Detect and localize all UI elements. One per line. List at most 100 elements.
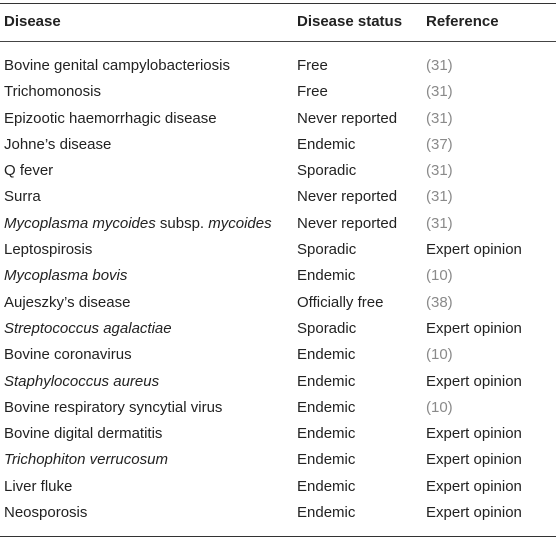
table-row: Streptococcus agalactiae Sporadic Expert o… bbox=[0, 318, 556, 344]
cell-disease-status: Never reported bbox=[297, 214, 398, 232]
citation-link[interactable]: (31) bbox=[426, 188, 453, 206]
cell-disease: Epizootic haemorrhagic disease bbox=[4, 110, 217, 127]
citation-link[interactable]: (38) bbox=[426, 293, 453, 311]
table-row: Aujeszky’s disease Officially free (38) bbox=[0, 292, 556, 318]
cell-reference: Expert opinion bbox=[426, 241, 522, 259]
citation-link[interactable]: (10) bbox=[426, 267, 453, 285]
citation-link[interactable]: (10) bbox=[426, 398, 453, 416]
disease-name-part: Trichomonosis bbox=[4, 83, 101, 101]
disease-name-part: Bovine respiratory syncytial virus bbox=[4, 398, 223, 416]
cell-disease-status: Free bbox=[297, 57, 328, 74]
table-header: Disease Disease status Reference bbox=[0, 3, 556, 41]
table-row: Bovine respiratory syncytial virus Endemi… bbox=[0, 397, 556, 423]
citation-link[interactable]: (31) bbox=[426, 109, 453, 127]
table-row: Trichomonosis Free (31) bbox=[0, 81, 556, 107]
disease-name-part: Mycoplasma mycoides bbox=[4, 214, 156, 232]
table-row: Epizootic haemorrhagic disease Never repo… bbox=[0, 108, 556, 134]
cell-disease-status: Never reported bbox=[297, 188, 398, 206]
disease-name-part: subsp. bbox=[155, 214, 209, 232]
cell-disease-status: Endemic bbox=[297, 267, 356, 285]
disease-name-part: Liver fluke bbox=[4, 477, 73, 495]
cell-reference: Expert opinion bbox=[426, 504, 522, 522]
cell-disease: Surra bbox=[4, 188, 41, 205]
citation-link[interactable]: (31) bbox=[426, 57, 453, 74]
disease-name-part: Trichophiton verrucosum bbox=[4, 451, 168, 469]
disease-name-part: Q fever bbox=[4, 162, 54, 180]
cell-reference: Expert opinion bbox=[426, 372, 522, 390]
cell-disease: Bovine coronavirus bbox=[4, 346, 132, 363]
cell-disease-status: Endemic bbox=[297, 372, 356, 390]
citation-link[interactable]: (31) bbox=[426, 83, 453, 101]
disease-name-part: Neosporosis bbox=[4, 504, 88, 522]
table-row: Bovine genital campylobacteriosis Free (31… bbox=[0, 55, 556, 81]
citation-link[interactable]: (31) bbox=[426, 214, 453, 232]
cell-disease-status: Endemic bbox=[297, 398, 356, 416]
disease-name-part: Staphylococcus aureus bbox=[4, 372, 160, 390]
cell-disease-status: Endemic bbox=[297, 346, 356, 364]
disease-name-part: Bovine genital campylobacteriosis bbox=[4, 57, 230, 74]
cell-disease-status: Sporadic bbox=[297, 241, 357, 259]
table-row: Liver fluke Endemic Expert opinion bbox=[0, 476, 556, 502]
cell-disease: Mycoplasma mycoides subsp. mycoides bbox=[4, 215, 272, 232]
citation-link[interactable]: (10) bbox=[426, 346, 453, 364]
cell-disease-status: Never reported bbox=[297, 109, 398, 127]
cell-disease-status: Sporadic bbox=[297, 319, 357, 337]
cell-disease-status: Sporadic bbox=[297, 162, 357, 180]
table-header-rule bbox=[0, 41, 556, 42]
table-row: Bovine digital dermatitis Endemic Expert o… bbox=[0, 423, 556, 449]
table-body: Bovine genital campylobacteriosis Free (31… bbox=[0, 55, 556, 528]
disease-name-part: Johne’s disease bbox=[4, 135, 112, 153]
disease-name-part: Streptococcus agalactiae bbox=[4, 319, 172, 337]
disease-name-part: Epizootic haemorrhagic disease bbox=[4, 109, 217, 127]
table-row: Johne’s disease Endemic (37) bbox=[0, 134, 556, 160]
table-row: Mycoplasma bovis Endemic (10) bbox=[0, 265, 556, 291]
cell-disease-status: Officially free bbox=[297, 293, 384, 311]
cell-disease: Bovine respiratory syncytial virus bbox=[4, 399, 222, 416]
table-row: Surra Never reported (31) bbox=[0, 186, 556, 212]
cell-disease: Johne’s disease bbox=[4, 136, 111, 153]
cell-disease: Trichomonosis bbox=[4, 83, 101, 100]
cell-disease: Aujeszky’s disease bbox=[4, 294, 130, 311]
disease-name-part: mycoides bbox=[208, 214, 272, 232]
cell-disease-status: Endemic bbox=[297, 135, 356, 153]
cell-disease-status: Endemic bbox=[297, 425, 356, 443]
cell-disease-status: Endemic bbox=[297, 451, 356, 469]
header-disease-status: Disease status bbox=[297, 13, 403, 30]
cell-disease: Bovine digital dermatitis bbox=[4, 425, 162, 442]
cell-disease-status: Free bbox=[297, 83, 328, 101]
table-row: Neosporosis Endemic Expert opinion bbox=[0, 502, 556, 528]
table-row: Q fever Sporadic (31) bbox=[0, 160, 556, 186]
cell-disease: Staphylococcus aureus bbox=[4, 373, 159, 390]
cell-reference: Expert opinion bbox=[426, 477, 522, 495]
disease-name-part: Mycoplasma bovis bbox=[4, 267, 128, 285]
cell-disease: Bovine genital campylobacteriosis bbox=[4, 57, 230, 74]
table-bottom-rule bbox=[0, 536, 556, 537]
cell-reference: Expert opinion bbox=[426, 425, 522, 443]
cell-disease: Streptococcus agalactiae bbox=[4, 320, 172, 337]
disease-name-part: Bovine coronavirus bbox=[4, 346, 132, 364]
cell-disease: Leptospirosis bbox=[4, 241, 92, 258]
cell-reference: Expert opinion bbox=[426, 319, 522, 337]
table-row: Mycoplasma mycoides subsp. mycoides Never… bbox=[0, 213, 556, 239]
citation-link[interactable]: (31) bbox=[426, 162, 453, 180]
cell-reference: Expert opinion bbox=[426, 451, 522, 469]
table-row: Leptospirosis Sporadic Expert opinion bbox=[0, 239, 556, 265]
disease-name-part: Surra bbox=[4, 188, 41, 206]
header-reference: Reference bbox=[426, 13, 499, 30]
table-row: Bovine coronavirus Endemic (10) bbox=[0, 344, 556, 370]
cell-disease: Q fever bbox=[4, 162, 53, 179]
disease-name-part: Leptospirosis bbox=[4, 241, 93, 259]
cell-disease: Trichophiton verrucosum bbox=[4, 451, 168, 468]
cell-disease: Liver fluke bbox=[4, 478, 72, 495]
table-row: Staphylococcus aureus Endemic Expert opini… bbox=[0, 371, 556, 397]
disease-name-part: Aujeszky’s disease bbox=[4, 293, 131, 311]
table-row: Trichophiton verrucosum Endemic Expert opi… bbox=[0, 449, 556, 475]
table-top-rule bbox=[0, 3, 556, 4]
cell-disease: Neosporosis bbox=[4, 504, 87, 521]
cell-disease: Mycoplasma bovis bbox=[4, 267, 127, 284]
citation-link[interactable]: (37) bbox=[426, 135, 453, 153]
cell-disease-status: Endemic bbox=[297, 504, 356, 522]
cell-disease-status: Endemic bbox=[297, 477, 356, 495]
header-disease: Disease bbox=[4, 13, 61, 30]
